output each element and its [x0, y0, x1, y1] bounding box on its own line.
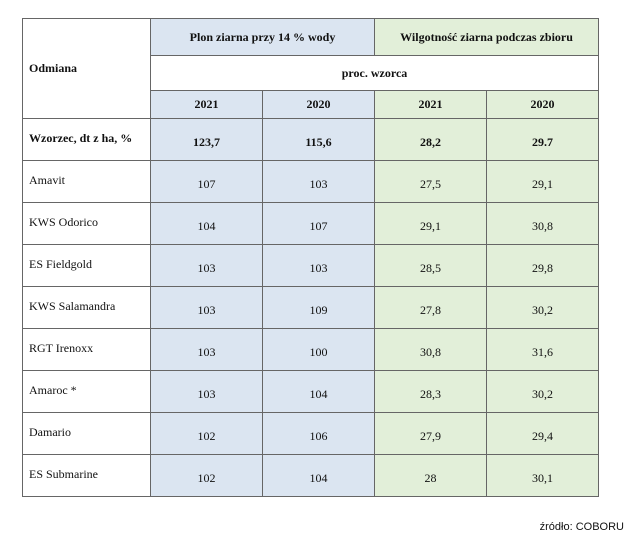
variety-name: RGT Irenoxx — [22, 328, 151, 371]
value-cell: 30,8 — [486, 202, 600, 245]
value-cell: 30,2 — [486, 370, 600, 413]
value-cell: 29,1 — [374, 202, 488, 245]
value-cell: 29.7 — [486, 118, 600, 161]
value-cell: 30,1 — [486, 454, 600, 497]
variety-name: ES Fieldgold — [22, 244, 151, 287]
value-cell: 103 — [150, 244, 263, 287]
value-cell: 28 — [374, 454, 488, 497]
year-header: 2021 — [150, 90, 263, 119]
value-cell: 27,9 — [374, 412, 488, 455]
variety-name: Amaroc * — [22, 370, 151, 413]
value-cell: 30,8 — [374, 328, 488, 371]
table-row: ES Fieldgold 103 103 28,5 29,8 — [22, 244, 600, 287]
table-row: ES Submarine 102 104 28 30,1 — [22, 454, 600, 497]
source-note: źródło: COBORU — [539, 521, 624, 533]
value-cell: 106 — [261, 412, 376, 455]
unit-row: proc. wzorca — [23, 55, 600, 91]
value-cell: 104 — [261, 454, 376, 497]
value-cell: 103 — [261, 160, 376, 203]
table-row: Amavit 107 103 27,5 29,1 — [22, 160, 600, 203]
variety-name: Damario — [22, 412, 151, 455]
table-row: Wzorzec, dt z ha, % 123,7 115,6 28,2 29.7 — [22, 118, 600, 161]
year-header: 2020 — [261, 90, 376, 119]
value-cell: 28,3 — [374, 370, 488, 413]
variety-name: KWS Odorico — [22, 202, 151, 245]
yield-header: Plon ziarna przy 14 % wody — [149, 18, 376, 56]
value-cell: 100 — [261, 328, 376, 371]
value-cell: 104 — [150, 202, 263, 245]
year-row: 2021 2020 2021 2020 — [23, 90, 600, 119]
value-cell: 27,8 — [374, 286, 488, 329]
value-cell: 29,4 — [486, 412, 600, 455]
value-cell: 103 — [150, 328, 263, 371]
unit-header: proc. wzorca — [149, 55, 600, 91]
value-cell: 103 — [150, 286, 263, 329]
variety-name: ES Submarine — [22, 454, 151, 497]
variety-header: Odmiana — [22, 18, 151, 119]
table-row: RGT Irenoxx 103 100 30,8 31,6 — [22, 328, 600, 371]
table-row: Amaroc * 103 104 28,3 30,2 — [22, 370, 600, 413]
value-cell: 107 — [150, 160, 263, 203]
value-cell: 109 — [261, 286, 376, 329]
value-cell: 115,6 — [261, 118, 376, 161]
variety-name: Amavit — [22, 160, 151, 203]
table-row: Damario 102 106 27,9 29,4 — [22, 412, 600, 455]
value-cell: 103 — [150, 370, 263, 413]
value-cell: 107 — [261, 202, 376, 245]
moisture-header: Wilgotność ziarna podczas zbioru — [374, 18, 600, 56]
value-cell: 31,6 — [486, 328, 600, 371]
value-cell: 103 — [261, 244, 376, 287]
year-header: 2020 — [486, 90, 600, 119]
value-cell: 28,5 — [374, 244, 488, 287]
table-body: Odmiana Plon ziarna przy 14 % wody Wilgo… — [22, 18, 600, 497]
variety-name: KWS Salamandra — [22, 286, 151, 329]
value-cell: 29,8 — [486, 244, 600, 287]
table-row: KWS Odorico 104 107 29,1 30,8 — [22, 202, 600, 245]
year-header: 2021 — [374, 90, 488, 119]
value-cell: 102 — [150, 454, 263, 497]
header-row: Odmiana Plon ziarna przy 14 % wody Wilgo… — [22, 18, 600, 119]
table-row: KWS Salamandra 103 109 27,8 30,2 — [22, 286, 600, 329]
variety-name: Wzorzec, dt z ha, % — [22, 118, 151, 161]
value-cell: 28,2 — [374, 118, 488, 161]
value-cell: 104 — [261, 370, 376, 413]
value-cell: 123,7 — [150, 118, 263, 161]
value-cell: 27,5 — [374, 160, 488, 203]
value-cell: 102 — [150, 412, 263, 455]
value-cell: 30,2 — [486, 286, 600, 329]
data-table: Odmiana Plon ziarna przy 14 % wody Wilgo… — [22, 18, 600, 497]
value-cell: 29,1 — [486, 160, 600, 203]
